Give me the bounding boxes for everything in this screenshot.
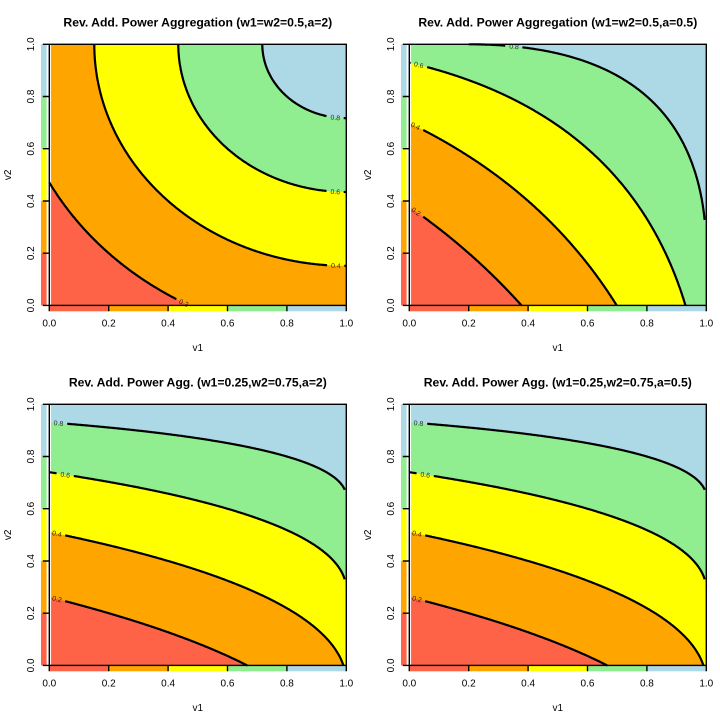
- svg-text:0.2: 0.2: [51, 595, 62, 604]
- svg-text:0.0: 0.0: [26, 298, 37, 312]
- svg-text:0.6: 0.6: [26, 141, 37, 155]
- svg-text:0.8: 0.8: [413, 420, 423, 428]
- svg-text:0.6: 0.6: [420, 471, 431, 479]
- svg-text:0.2: 0.2: [26, 246, 37, 260]
- svg-text:0.8: 0.8: [386, 449, 397, 463]
- svg-text:v1: v1: [553, 703, 564, 714]
- svg-text:0.0: 0.0: [402, 319, 416, 330]
- svg-text:0.6: 0.6: [330, 189, 340, 197]
- svg-text:0.0: 0.0: [42, 319, 56, 330]
- svg-text:0.6: 0.6: [581, 319, 595, 330]
- svg-text:1.0: 1.0: [339, 319, 353, 330]
- svg-text:0.8: 0.8: [280, 319, 294, 330]
- svg-text:0.4: 0.4: [386, 194, 397, 208]
- svg-text:1.0: 1.0: [26, 37, 37, 51]
- svg-text:0.2: 0.2: [411, 595, 422, 604]
- svg-text:v2: v2: [3, 169, 14, 180]
- svg-text:0.6: 0.6: [221, 319, 235, 330]
- svg-text:0.4: 0.4: [409, 122, 421, 133]
- svg-text:0.0: 0.0: [386, 658, 397, 672]
- svg-text:0.2: 0.2: [26, 606, 37, 620]
- svg-text:0.6: 0.6: [26, 501, 37, 515]
- svg-text:0.0: 0.0: [402, 679, 416, 690]
- svg-text:0.8: 0.8: [53, 420, 63, 428]
- svg-text:0.4: 0.4: [411, 530, 422, 539]
- svg-text:0.2: 0.2: [462, 679, 476, 690]
- svg-text:1.0: 1.0: [339, 679, 353, 690]
- svg-text:0.4: 0.4: [521, 319, 535, 330]
- svg-text:v1: v1: [193, 703, 204, 714]
- svg-text:0.4: 0.4: [521, 679, 535, 690]
- svg-text:0.6: 0.6: [386, 141, 397, 155]
- svg-text:0.6: 0.6: [386, 501, 397, 515]
- svg-text:0.8: 0.8: [26, 449, 37, 463]
- svg-text:0.4: 0.4: [331, 263, 341, 270]
- svg-text:v1: v1: [553, 343, 564, 354]
- svg-text:1.0: 1.0: [386, 397, 397, 411]
- svg-text:0.4: 0.4: [51, 530, 62, 539]
- svg-text:0.6: 0.6: [221, 679, 235, 690]
- svg-text:1.0: 1.0: [699, 679, 713, 690]
- svg-text:0.4: 0.4: [386, 554, 397, 568]
- svg-text:0.8: 0.8: [280, 679, 294, 690]
- svg-text:v2: v2: [363, 529, 374, 540]
- svg-text:v2: v2: [3, 529, 14, 540]
- svg-text:0.2: 0.2: [462, 319, 476, 330]
- svg-text:0.8: 0.8: [330, 114, 340, 122]
- svg-text:1.0: 1.0: [26, 397, 37, 411]
- svg-text:0.2: 0.2: [102, 679, 116, 690]
- svg-text:0.2: 0.2: [410, 207, 422, 218]
- svg-text:0.8: 0.8: [640, 679, 654, 690]
- svg-text:0.0: 0.0: [26, 658, 37, 672]
- svg-text:v1: v1: [193, 343, 204, 354]
- svg-text:v2: v2: [363, 169, 374, 180]
- svg-text:Rev. Add. Power Agg. (w1=0.25,: Rev. Add. Power Agg. (w1=0.25,w2=0.75,a=…: [424, 376, 692, 390]
- svg-text:0.2: 0.2: [386, 606, 397, 620]
- svg-text:1.0: 1.0: [386, 37, 397, 51]
- svg-text:0.4: 0.4: [26, 554, 37, 568]
- svg-text:0.6: 0.6: [413, 61, 424, 70]
- svg-text:0.2: 0.2: [386, 246, 397, 260]
- svg-text:0.2: 0.2: [102, 319, 116, 330]
- svg-text:0.0: 0.0: [42, 679, 56, 690]
- svg-text:0.6: 0.6: [60, 471, 71, 479]
- svg-text:0.4: 0.4: [161, 319, 175, 330]
- svg-text:0.6: 0.6: [581, 679, 595, 690]
- svg-text:0.8: 0.8: [509, 43, 519, 51]
- svg-text:0.4: 0.4: [161, 679, 175, 690]
- svg-text:Rev. Add. Power Aggregation (w: Rev. Add. Power Aggregation (w1=w2=0.5,a…: [63, 16, 332, 30]
- svg-text:0.2: 0.2: [178, 298, 190, 309]
- svg-text:0.4: 0.4: [26, 194, 37, 208]
- svg-text:0.0: 0.0: [386, 298, 397, 312]
- svg-text:0.8: 0.8: [386, 89, 397, 103]
- svg-text:1.0: 1.0: [699, 319, 713, 330]
- svg-text:Rev. Add. Power Agg. (w1=0.25,: Rev. Add. Power Agg. (w1=0.25,w2=0.75,a=…: [69, 376, 327, 390]
- svg-text:0.8: 0.8: [26, 89, 37, 103]
- svg-text:0.8: 0.8: [640, 319, 654, 330]
- svg-text:Rev. Add. Power Aggregation (w: Rev. Add. Power Aggregation (w1=w2=0.5,a…: [418, 16, 697, 30]
